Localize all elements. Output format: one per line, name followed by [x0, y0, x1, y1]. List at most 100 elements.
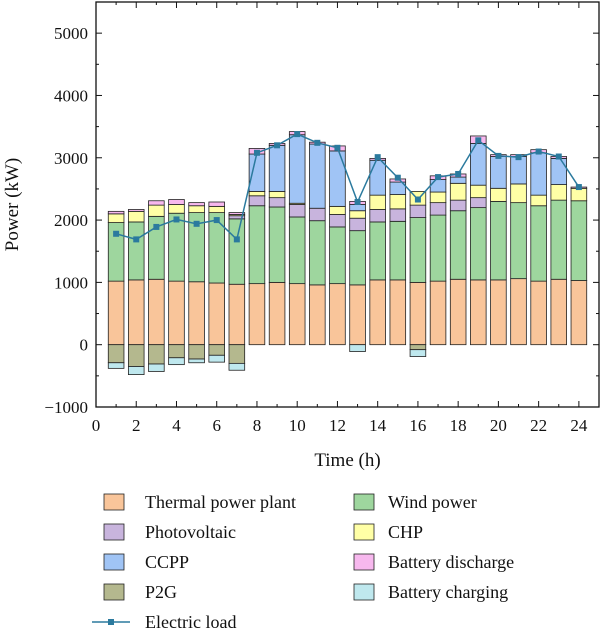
bar-photovoltaic-15 [389, 208, 407, 222]
bar-photovoltaic-8 [248, 195, 266, 207]
bar-battery-charging-2 [127, 366, 145, 376]
electric-load-point-11 [314, 139, 321, 146]
bar-thermal-power-plant-13 [349, 284, 366, 346]
bar-photovoltaic-14 [369, 209, 386, 223]
bar-p2g-5 [188, 344, 205, 360]
bar-thermal-power-plant-3 [148, 278, 165, 346]
electric-load-point-8 [253, 149, 260, 156]
electric-load-point-5 [193, 220, 200, 227]
legend-label-chp: CHP [388, 522, 423, 542]
x-tick-label: 0 [92, 416, 101, 435]
bar-battery-charging-13 [349, 344, 366, 352]
electric-load-point-16 [414, 196, 421, 203]
bar-wind-power-14 [369, 221, 386, 281]
bar-wind-power-23 [550, 199, 568, 280]
bar-wind-power-24 [570, 200, 588, 281]
bar-thermal-power-plant-2 [127, 279, 145, 346]
bar-thermal-power-plant-14 [369, 279, 386, 346]
y-tick-label: 3000 [54, 149, 88, 168]
bar-wind-power-20 [490, 200, 507, 281]
bar-ccpp-8 [248, 153, 266, 192]
bar-ccpp-21 [510, 156, 527, 185]
electric-load-point-1 [113, 230, 120, 237]
bar-ccpp-20 [490, 156, 507, 189]
bar-thermal-power-plant-12 [329, 283, 346, 346]
bar-ccpp-10 [288, 134, 306, 204]
bar-photovoltaic-19 [470, 197, 487, 209]
bar-wind-power-4 [168, 212, 185, 282]
legend-swatch-thermal-power-plant [103, 493, 125, 511]
x-tick-label: 10 [289, 416, 306, 435]
x-tick-label: 8 [253, 416, 262, 435]
bar-wind-power-9 [268, 206, 286, 283]
bar-thermal-power-plant-17 [429, 280, 447, 346]
y-tick-label: −1000 [44, 398, 88, 417]
bar-thermal-power-plant-16 [409, 281, 427, 346]
bar-layer [107, 131, 588, 376]
x-tick-label: 22 [530, 416, 547, 435]
x-tick-label: 4 [172, 416, 181, 435]
electric-load-point-13 [354, 199, 361, 206]
bar-p2g-6 [208, 344, 225, 356]
legend: Thermal power plant Wind power Photovoltai… [92, 492, 514, 631]
bar-chp-2 [127, 210, 145, 223]
bar-photovoltaic-12 [329, 214, 346, 228]
bar-chp-15 [389, 194, 407, 210]
bar-p2g-3 [148, 344, 165, 365]
bar-battery-discharge-4 [168, 199, 185, 205]
bar-thermal-power-plant-1 [107, 280, 125, 346]
bar-thermal-power-plant-5 [188, 281, 205, 346]
legend-swatch-battery-charging [353, 583, 375, 601]
bar-battery-discharge-1 [107, 210, 125, 215]
bar-wind-power-11 [309, 220, 326, 286]
bar-ccpp-11 [309, 143, 326, 209]
bar-chp-18 [449, 182, 467, 201]
legend-swatch-wind-power [353, 493, 375, 511]
bar-battery-charging-16 [409, 349, 427, 357]
bar-thermal-power-plant-19 [470, 279, 487, 346]
bar-wind-power-2 [127, 221, 145, 281]
legend-label-photovoltaic: Photovoltaic [145, 522, 236, 542]
bar-thermal-power-plant-4 [168, 280, 185, 346]
bar-wind-power-17 [429, 214, 447, 282]
bar-chp-3 [148, 204, 165, 217]
bar-battery-discharge-2 [127, 209, 145, 212]
bar-wind-power-15 [389, 220, 407, 281]
bar-p2g-2 [127, 344, 145, 367]
bar-chp-9 [268, 191, 286, 199]
bar-thermal-power-plant-15 [389, 279, 407, 346]
bar-chp-20 [490, 187, 507, 202]
legend-swatch-photovoltaic [103, 523, 125, 541]
bar-battery-discharge-7 [228, 212, 246, 215]
bar-ccpp-14 [369, 159, 386, 196]
y-tick-label: 1000 [54, 273, 88, 292]
electric-load-point-2 [133, 236, 140, 243]
x-tick-label: 18 [450, 416, 467, 435]
bar-thermal-power-plant-9 [268, 281, 286, 346]
bar-thermal-power-plant-6 [208, 282, 225, 346]
bar-ccpp-18 [449, 176, 467, 184]
bar-chp-14 [369, 194, 386, 210]
bar-photovoltaic-9 [268, 197, 286, 208]
electric-load-point-21 [515, 154, 522, 161]
bar-thermal-power-plant-18 [449, 278, 467, 346]
bar-wind-power-7 [228, 218, 246, 285]
bar-wind-power-12 [329, 226, 346, 285]
bar-battery-discharge-3 [148, 200, 165, 206]
legend-swatch-chp [353, 523, 375, 541]
electric-load-point-18 [455, 170, 462, 177]
electric-load-point-24 [575, 184, 582, 191]
bar-wind-power-6 [208, 212, 225, 284]
electric-load-line-layer [113, 131, 582, 243]
electric-load-point-17 [435, 174, 442, 181]
electric-load-point-6 [213, 217, 220, 224]
bar-p2g-4 [168, 344, 185, 359]
bar-chp-6 [208, 205, 225, 214]
bar-chp-13 [349, 210, 366, 219]
y-tick-label: 2000 [54, 211, 88, 230]
x-tick-label: 14 [369, 416, 387, 435]
bar-thermal-power-plant-21 [510, 278, 527, 346]
bar-battery-discharge-6 [208, 201, 225, 207]
electric-load-point-12 [334, 144, 341, 151]
bar-photovoltaic-10 [288, 204, 306, 218]
